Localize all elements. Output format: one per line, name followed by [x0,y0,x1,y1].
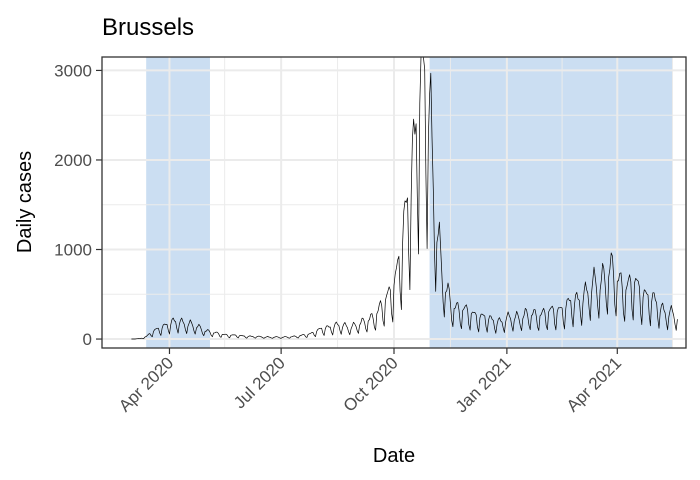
shaded-periods [146,57,673,348]
y-tick-label: 1000 [54,241,92,260]
x-tick-label: Jul 2020 [230,353,289,412]
x-tick-label: Oct 2020 [340,353,402,415]
x-tick-label: Jan 2021 [452,353,515,416]
series-line-1 [131,56,678,340]
y-tick-label: 2000 [54,151,92,170]
y-tick-label: 3000 [54,61,92,80]
x-axis-title: Date [373,445,415,467]
y-axis-title: Daily cases [14,151,36,253]
chart-title: Brussels [102,14,194,41]
shaded-period-1 [146,57,210,348]
x-tick-label: Apr 2020 [115,353,177,415]
shaded-period-2 [429,57,673,348]
y-tick-label: 0 [83,330,92,349]
y-axis: 0 1000 2000 3000 [54,61,102,349]
x-tick-label: Apr 2021 [563,353,625,415]
series-layer [131,56,678,340]
x-axis: Apr 2020 Jul 2020 Oct 2020 Jan 2021 Apr 2021 [115,348,625,416]
gridlines [102,57,686,348]
